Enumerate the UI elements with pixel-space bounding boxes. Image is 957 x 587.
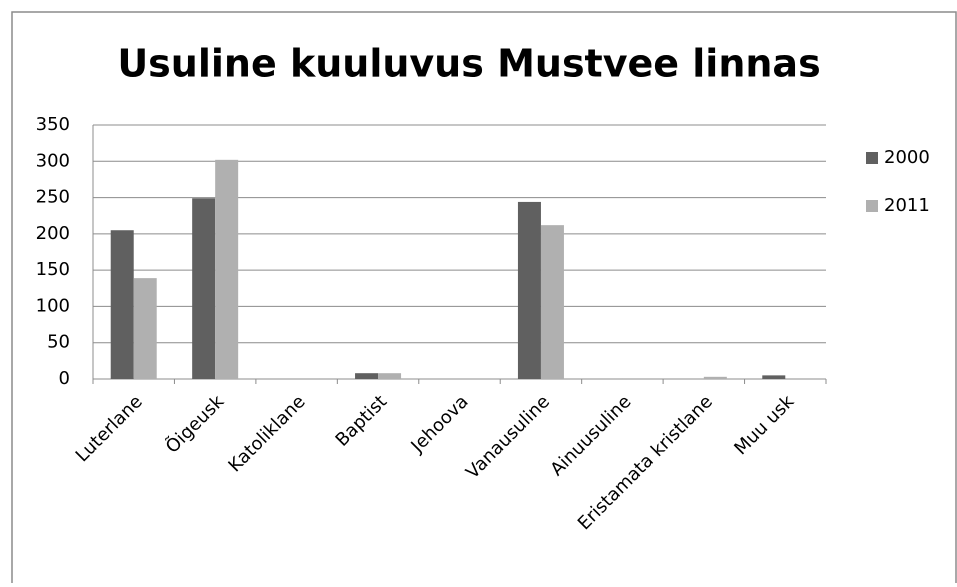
y-tick-label: 200	[36, 223, 70, 244]
y-tick-label: 150	[36, 259, 70, 280]
legend-swatch	[866, 152, 878, 164]
bar	[762, 375, 786, 379]
y-tick-label: 0	[59, 368, 70, 389]
legend-label: 2011	[884, 195, 930, 216]
bar	[215, 159, 239, 379]
y-tick-label: 100	[36, 295, 70, 316]
legend-label: 2000	[884, 147, 930, 168]
bar	[540, 225, 564, 379]
bar	[459, 378, 483, 379]
bar	[355, 373, 379, 379]
y-tick-label: 50	[47, 332, 70, 353]
bar	[622, 378, 646, 379]
y-tick-label: 300	[36, 150, 70, 171]
y-tick-label: 250	[36, 187, 70, 208]
bar	[110, 230, 134, 379]
bar	[133, 278, 157, 379]
y-tick-label: 350	[36, 114, 70, 135]
chart-border	[11, 11, 957, 587]
bar	[517, 201, 541, 379]
bar	[378, 373, 402, 379]
chart-title: Usuline kuuluvus Mustvee linnas	[117, 42, 820, 86]
legend-swatch	[866, 200, 878, 212]
bar	[192, 198, 216, 379]
bar	[703, 376, 727, 379]
bar	[296, 378, 320, 379]
